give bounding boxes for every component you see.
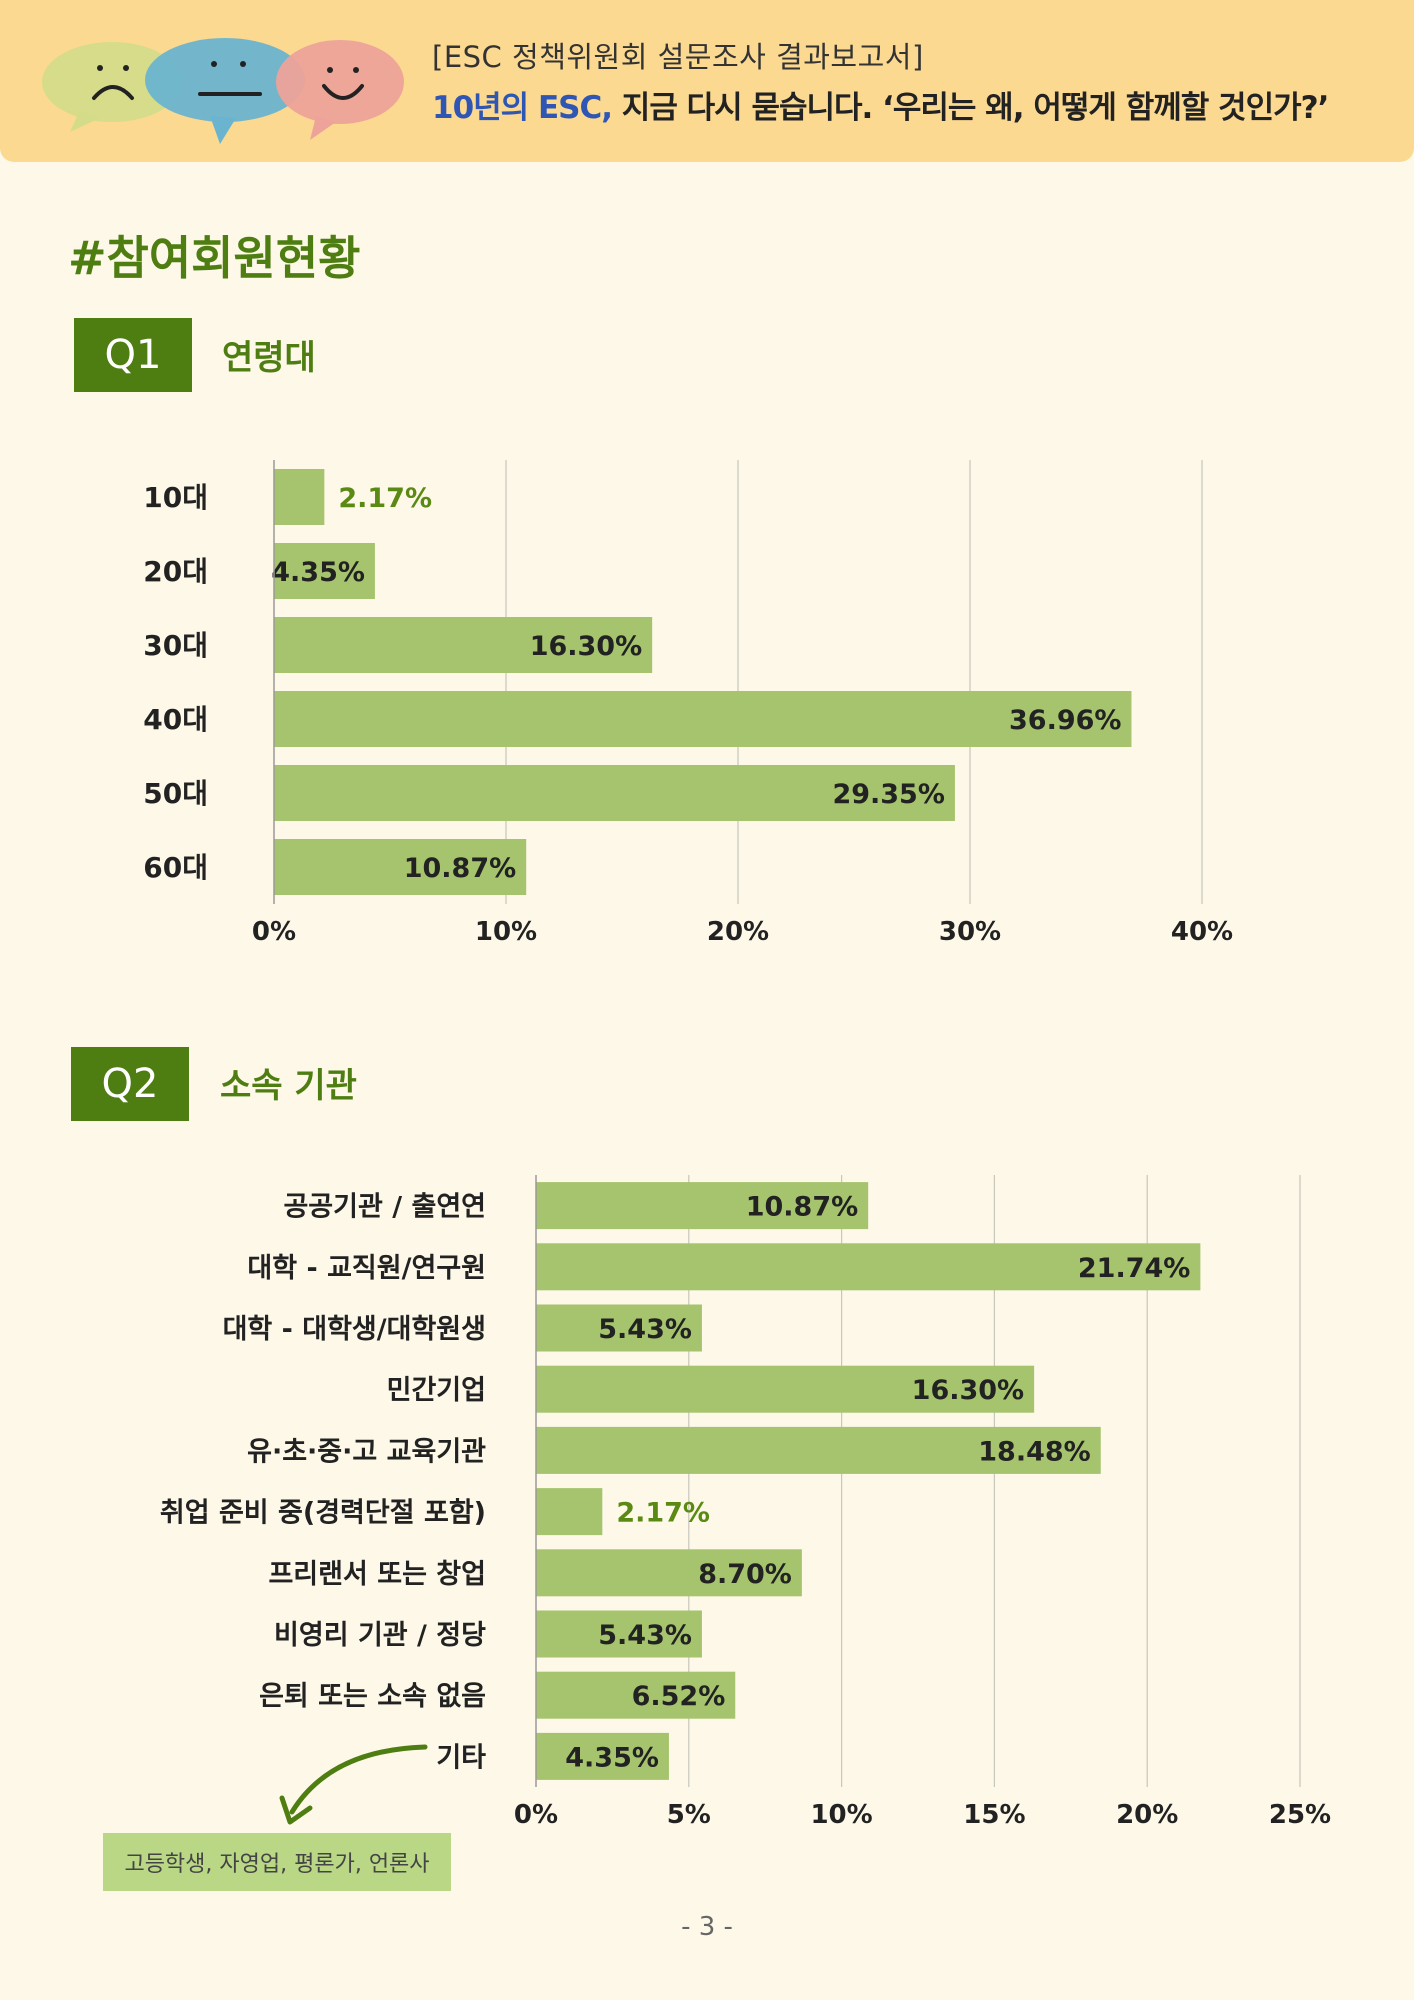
q1-badge: Q1: [74, 318, 192, 392]
category-label: 대학 - 대학생/대학원생: [223, 1314, 486, 1345]
bar: [536, 1304, 702, 1352]
category-label: 10대: [143, 481, 208, 514]
category-label: 비영리 기관 / 정당: [274, 1620, 486, 1651]
happy-face-icon: [276, 40, 404, 140]
affiliation-bar-chart: 0% 5% 10% 15% 20% 25% 공공기관 / 출연연 10.87% 대학 - 교직원…: [160, 1175, 1331, 1830]
tick-label: 0%: [252, 917, 296, 947]
tick-label: 25%: [1269, 1800, 1331, 1830]
tick-label: 30%: [939, 917, 1001, 947]
bar: [274, 543, 375, 599]
tick-label: 10%: [810, 1800, 872, 1830]
report-title-rest: 지금 다시 묻습니다. ‘우리는 왜, 어떻게 함께할 것인가?’: [612, 90, 1330, 126]
category-label: 대학 - 교직원/연구원: [247, 1253, 486, 1284]
tick-label: 20%: [1116, 1800, 1178, 1830]
bar: [536, 1671, 736, 1719]
section-title: #참여회원현황: [68, 231, 361, 285]
data-label: 21.74%: [1078, 1253, 1190, 1284]
category-label: 50대: [143, 777, 208, 810]
category-label: 취업 준비 중(경력단절 포함): [160, 1498, 486, 1529]
category-label: 30대: [143, 629, 208, 662]
report-subtitle: [ESC 정책위원회 설문조사 결과보고서]: [432, 40, 924, 74]
data-label: 36.96%: [1009, 705, 1121, 736]
category-label: 유·초·중·고 교육기관: [247, 1436, 486, 1467]
sad-face-icon: [42, 42, 182, 132]
emotion-bubbles-illustration: [42, 38, 404, 144]
bar: [536, 1243, 1201, 1291]
q2-label: 소속 기관: [220, 1066, 357, 1106]
bar: [274, 839, 527, 895]
category-label: 기타: [436, 1742, 486, 1773]
page-number: - 3 -: [681, 1912, 733, 1942]
bar: [536, 1365, 1035, 1413]
bar: [274, 691, 1132, 747]
report-header: [ESC 정책위원회 설문조사 결과보고서] 10년의 ESC, 지금 다시 묻…: [0, 0, 1414, 162]
data-label: 8.70%: [698, 1559, 792, 1590]
tick-label: 5%: [667, 1800, 711, 1830]
data-label: 16.30%: [912, 1375, 1024, 1406]
bar: [536, 1732, 669, 1780]
tick-label: 40%: [1171, 917, 1233, 947]
age-bar-chart: 0% 10% 20% 30% 40% 10대 2.17% 20대 4.35% 30대 16.30% 4…: [143, 460, 1233, 947]
category-label: 민간기업: [387, 1375, 486, 1406]
tick-label: 20%: [707, 917, 769, 947]
data-label: 16.30%: [530, 631, 642, 662]
q1-label: 연령대: [222, 338, 316, 378]
data-label: 10.87%: [746, 1192, 858, 1223]
bar: [536, 1549, 802, 1597]
bar: [274, 765, 955, 821]
bar: [536, 1426, 1101, 1474]
report-title-accent: 10년의 ESC,: [432, 90, 613, 126]
category-label: 공공기관 / 출연연: [283, 1192, 486, 1223]
data-label: 2.17%: [616, 1498, 710, 1529]
bar: [274, 617, 653, 673]
data-label: 4.35%: [565, 1742, 659, 1773]
bar: [274, 469, 325, 525]
tick-label: 0%: [514, 1800, 558, 1830]
bar: [536, 1488, 603, 1536]
category-label: 60대: [143, 851, 208, 884]
category-label: 프리랜서 또는 창업: [268, 1559, 486, 1590]
data-label: 18.48%: [978, 1436, 1090, 1467]
tick-label: 10%: [475, 917, 537, 947]
data-label: 6.52%: [632, 1681, 726, 1712]
report-title: 10년의 ESC, 지금 다시 묻습니다. ‘우리는 왜, 어떻게 함께할 것인…: [432, 82, 1330, 127]
q2-badge: Q2: [71, 1047, 189, 1121]
data-label: 5.43%: [598, 1314, 692, 1345]
category-label: 40대: [143, 703, 208, 736]
data-label: 5.43%: [598, 1620, 692, 1651]
other-affiliation-note: 고등학생, 자영업, 평론가, 언론사: [103, 1833, 451, 1891]
data-label: 2.17%: [338, 483, 432, 514]
category-label: 은퇴 또는 소속 없음: [259, 1681, 486, 1712]
neutral-face-icon: [145, 38, 305, 144]
data-label: 29.35%: [832, 779, 944, 810]
bar: [536, 1610, 702, 1658]
category-label: 20대: [143, 555, 208, 588]
data-label: 4.35%: [271, 557, 365, 588]
data-label: 10.87%: [404, 853, 516, 884]
tick-label: 15%: [963, 1800, 1025, 1830]
bar: [536, 1182, 869, 1230]
